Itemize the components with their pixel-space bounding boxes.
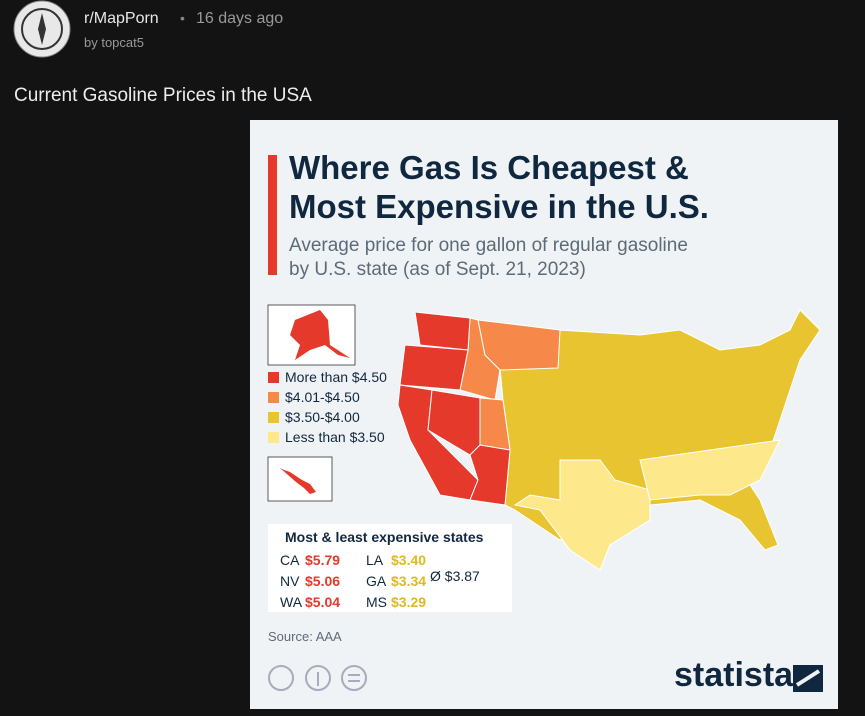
legend-swatch	[268, 412, 279, 423]
table: Most & least expensive states Ø $3.87 CA…	[268, 524, 512, 612]
source: Source: AAA	[268, 629, 342, 644]
subtitle-line: by U.S. state (as of Sept. 21, 2023)	[289, 259, 586, 280]
legend-label: $4.01-$4.50	[285, 389, 360, 405]
subtitle: Average price for one gallon of regular …	[289, 234, 688, 282]
price: $3.29	[391, 594, 427, 610]
logo: statista	[674, 656, 794, 694]
legend-swatch	[268, 432, 279, 443]
price: $3.40	[391, 552, 427, 568]
map	[267, 304, 821, 571]
state: MS	[366, 594, 387, 610]
avatar[interactable]	[12, 0, 74, 60]
state: GA	[366, 573, 387, 589]
table-heading: Most & least expensive states	[285, 529, 484, 545]
legend-swatch	[268, 372, 279, 383]
logo-mark	[793, 665, 823, 692]
state: LA	[366, 552, 384, 568]
state: WA	[280, 594, 303, 610]
title-line: Most Expensive in the U.S.	[289, 188, 709, 225]
legend-label: $3.50-$4.00	[285, 409, 360, 425]
title: Where Gas Is Cheapest & Most Expensive in…	[289, 148, 709, 226]
subreddit[interactable]: r/MapPorn	[84, 10, 159, 27]
price: $5.04	[305, 594, 341, 610]
legend-label: More than $4.50	[285, 369, 387, 385]
title-line: Where Gas Is Cheapest &	[289, 149, 689, 186]
infographic: Where Gas Is Cheapest & Most Expensive in…	[250, 120, 838, 709]
license-icons	[268, 665, 367, 691]
state: CA	[280, 552, 300, 568]
legend-swatch	[268, 392, 279, 403]
author[interactable]: by topcat5	[84, 35, 144, 50]
post-age: 16 days ago	[196, 10, 284, 27]
price: $5.06	[305, 573, 341, 589]
state: NV	[280, 573, 300, 589]
average: Ø $3.87	[430, 568, 480, 584]
subtitle-line: Average price for one gallon of regular …	[289, 235, 688, 256]
post-title[interactable]: Current Gasoline Prices in the USA	[14, 85, 312, 106]
legend-label: Less than $3.50	[285, 429, 385, 445]
separator: •	[180, 10, 185, 26]
price: $5.79	[305, 552, 341, 568]
accent-bar	[268, 155, 277, 275]
average-text: Ø $3.87	[430, 568, 480, 584]
price: $3.34	[391, 573, 427, 589]
